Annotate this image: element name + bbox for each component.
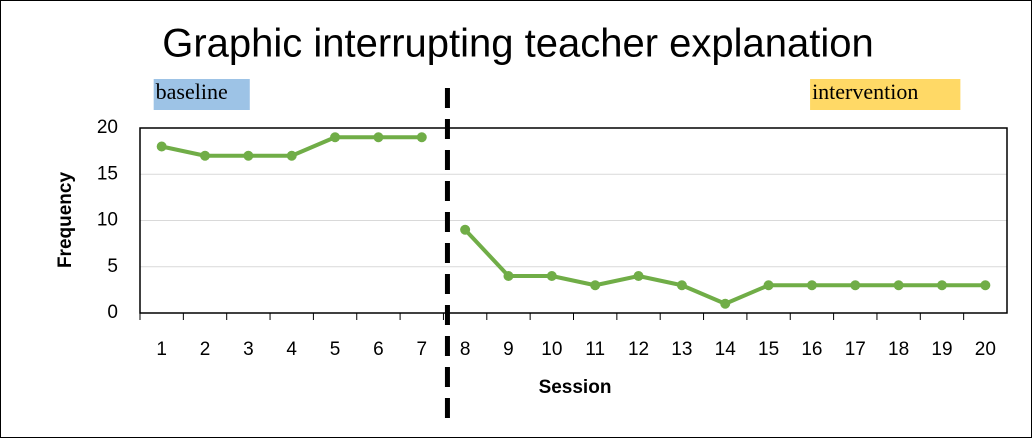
x-tick-label: 16 xyxy=(801,339,822,360)
x-tick-label: 2 xyxy=(200,339,211,360)
x-tick-label: 10 xyxy=(541,339,562,360)
phase-label: intervention xyxy=(812,79,918,104)
data-point xyxy=(806,280,817,291)
x-axis-label: Session xyxy=(539,377,612,398)
data-point xyxy=(936,280,947,291)
y-tick-label: 15 xyxy=(97,163,118,184)
data-point xyxy=(633,271,644,281)
x-tick-label: 17 xyxy=(845,339,866,360)
x-tick-label: 18 xyxy=(888,339,909,360)
data-point xyxy=(156,141,167,152)
x-tick-label: 9 xyxy=(503,339,514,360)
data-point xyxy=(850,280,861,291)
data-point xyxy=(373,132,384,143)
data-point xyxy=(980,280,991,291)
data-point xyxy=(286,150,297,161)
x-tick-label: 11 xyxy=(585,339,605,360)
x-tick-label: 15 xyxy=(758,339,779,360)
data-point xyxy=(590,280,601,291)
phase-label: baseline xyxy=(156,79,228,104)
y-tick-label: 10 xyxy=(97,210,118,231)
x-tick-label: 8 xyxy=(460,339,471,360)
x-tick-label: 1 xyxy=(156,339,167,360)
x-tick-label: 13 xyxy=(671,339,692,360)
x-tick-label: 14 xyxy=(715,339,737,360)
data-point xyxy=(720,298,731,309)
data-point xyxy=(460,224,471,235)
data-point xyxy=(676,280,687,291)
x-tick-label: 12 xyxy=(628,339,649,360)
x-tick-label: 19 xyxy=(931,339,952,360)
phase-label-box xyxy=(810,79,961,110)
x-tick-label: 3 xyxy=(243,339,254,360)
chart-title: Graphic interrupting teacher explanation xyxy=(162,22,874,66)
x-tick-label: 20 xyxy=(975,339,996,360)
phase-label-box xyxy=(153,79,250,110)
y-tick-label: 0 xyxy=(107,302,118,323)
y-axis-label: Frequency xyxy=(55,172,76,269)
data-point xyxy=(330,132,341,143)
data-point xyxy=(893,280,904,291)
x-tick-label: 6 xyxy=(373,339,384,360)
y-tick-label: 5 xyxy=(107,256,118,277)
data-point xyxy=(546,271,557,281)
data-point xyxy=(200,150,211,161)
x-tick-label: 7 xyxy=(416,339,427,360)
x-tick-label: 5 xyxy=(330,339,341,360)
data-point xyxy=(503,271,514,281)
data-point xyxy=(416,132,427,143)
data-point xyxy=(243,150,254,161)
y-tick-label: 20 xyxy=(97,117,118,138)
data-point xyxy=(763,280,774,291)
x-tick-label: 4 xyxy=(286,339,297,360)
